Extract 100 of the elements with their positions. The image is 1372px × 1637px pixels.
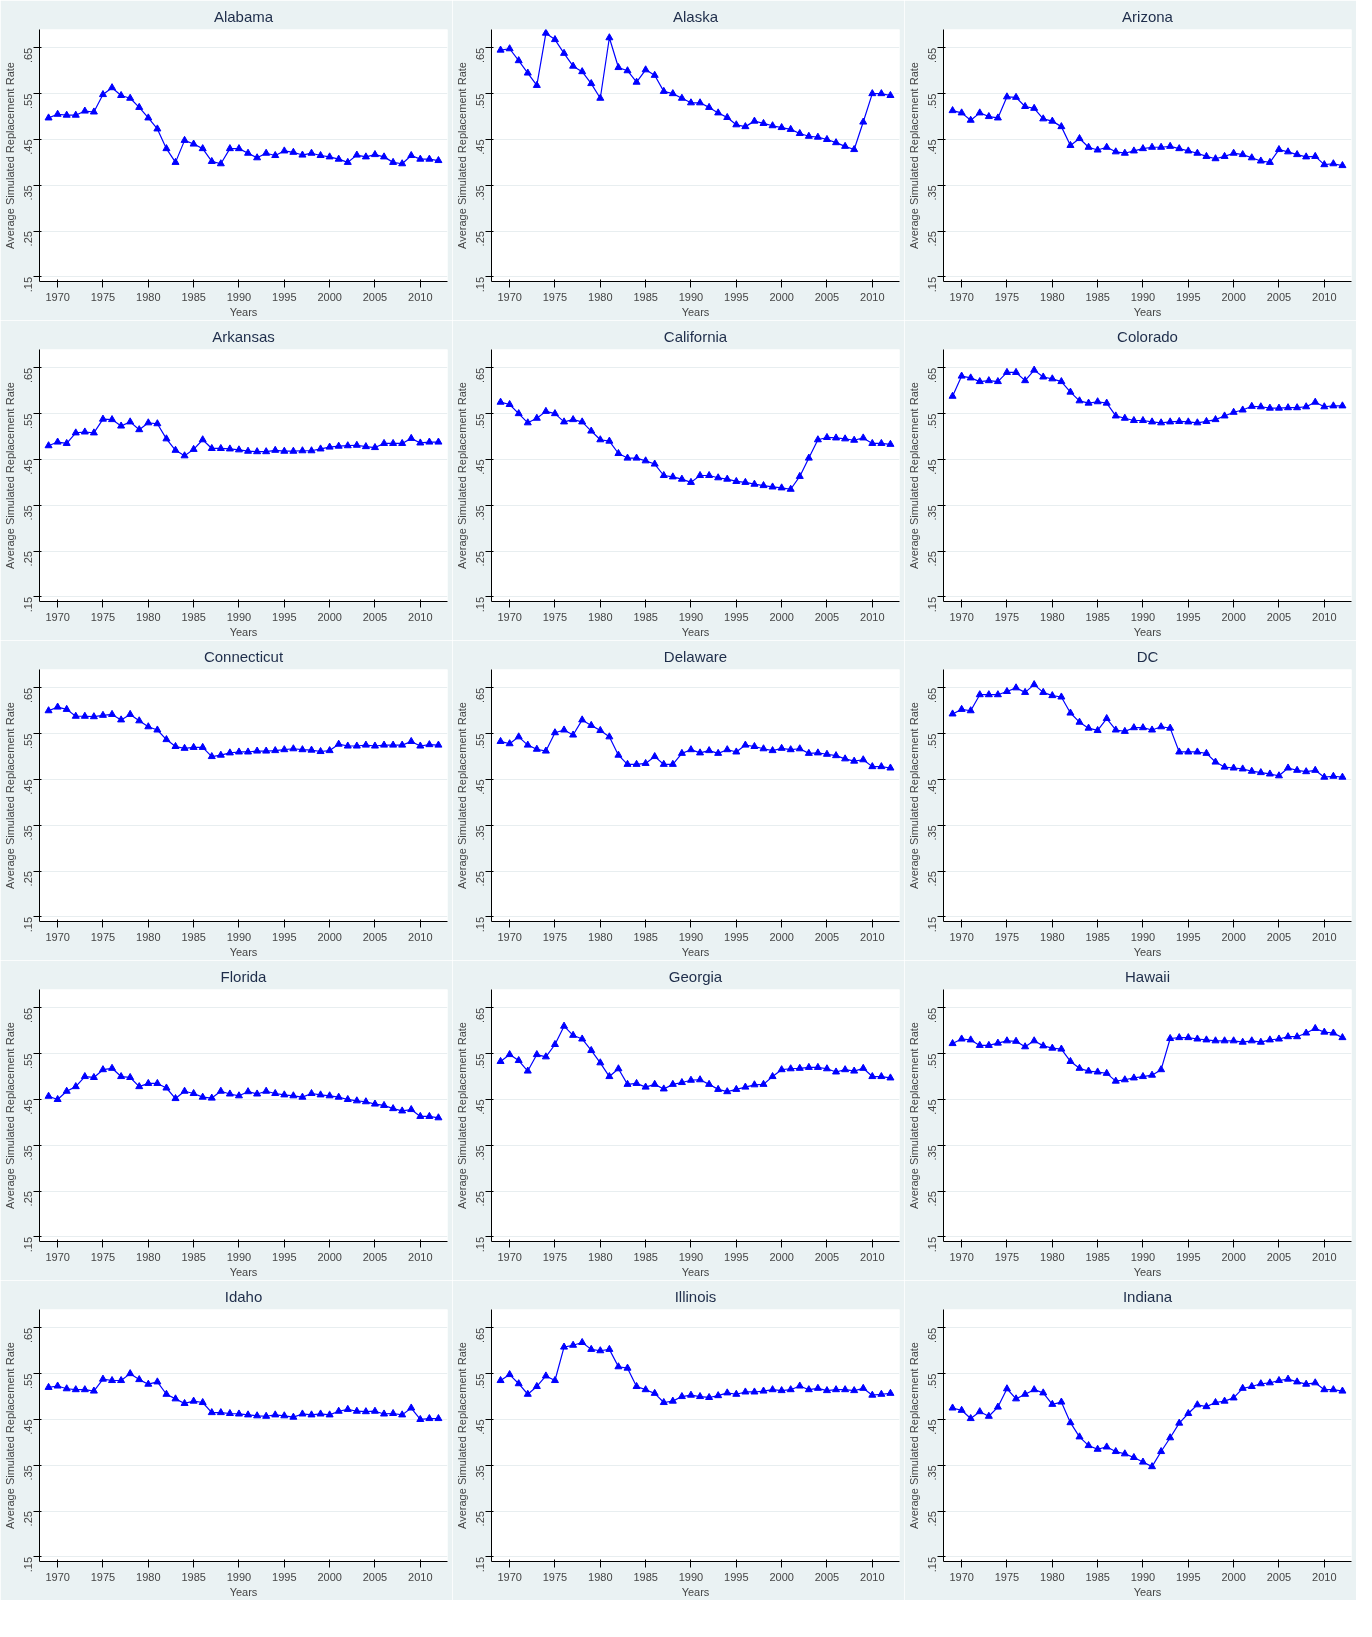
x-tick-label: 1980 bbox=[588, 1570, 613, 1583]
y-tick-label: .45 bbox=[926, 1099, 939, 1115]
x-tick-label: 1980 bbox=[1040, 610, 1065, 623]
y-tick-label: .45 bbox=[22, 779, 35, 795]
x-axis-title: Years bbox=[1133, 945, 1162, 958]
x-tick-label: 1975 bbox=[542, 290, 568, 303]
y-tick-label: .65 bbox=[926, 47, 939, 64]
x-tick-label: 1990 bbox=[226, 610, 252, 623]
x-tick-label: 2010 bbox=[1312, 930, 1337, 943]
x-axis-title: Years bbox=[1133, 625, 1162, 638]
y-axis-title: Average Simulated Replacement Rate bbox=[907, 1022, 920, 1209]
x-tick-label: 1975 bbox=[542, 610, 568, 623]
x-tick-label: 2000 bbox=[1221, 610, 1246, 623]
x-tick-label: 2000 bbox=[317, 1570, 342, 1583]
y-tick-label: .65 bbox=[474, 687, 487, 704]
y-tick-label: .15 bbox=[926, 276, 939, 293]
y-tick-label: .25 bbox=[22, 871, 35, 887]
x-tick-label: 1985 bbox=[1085, 610, 1110, 623]
x-tick-label: 1970 bbox=[949, 1250, 974, 1263]
y-axis-title: Average Simulated Replacement Rate bbox=[3, 62, 16, 249]
x-tick-label: 1985 bbox=[181, 610, 206, 623]
y-tick-label: .15 bbox=[22, 916, 35, 933]
x-tick-label: 1995 bbox=[1176, 1570, 1201, 1583]
x-tick-label: 2000 bbox=[769, 1250, 794, 1263]
y-tick-label: .15 bbox=[474, 276, 487, 293]
y-tick-label: .35 bbox=[474, 1145, 487, 1161]
y-tick-label: .55 bbox=[22, 1053, 35, 1069]
y-tick-label: .25 bbox=[22, 551, 35, 567]
x-tick-label: 1990 bbox=[1130, 1250, 1156, 1263]
x-tick-label: 2010 bbox=[1312, 1250, 1337, 1263]
y-tick-label: .45 bbox=[474, 1419, 487, 1435]
y-tick-label: .65 bbox=[926, 687, 939, 704]
y-tick-label: .55 bbox=[22, 733, 35, 749]
y-tick-label: .45 bbox=[22, 1099, 35, 1115]
y-tick-label: .25 bbox=[926, 871, 939, 887]
y-tick-label: .55 bbox=[926, 1373, 939, 1389]
x-tick-label: 1975 bbox=[994, 290, 1020, 303]
x-tick-label: 2000 bbox=[1221, 1250, 1246, 1263]
x-tick-label: 1990 bbox=[678, 610, 704, 623]
x-axis-title: Years bbox=[1133, 1265, 1162, 1278]
chart-title: Alabama bbox=[213, 7, 274, 25]
x-tick-label: 2000 bbox=[1221, 1570, 1246, 1583]
x-tick-label: 1975 bbox=[994, 610, 1020, 623]
x-tick-label: 1970 bbox=[497, 1570, 522, 1583]
y-tick-label: .35 bbox=[926, 825, 939, 841]
y-axis-title: Average Simulated Replacement Rate bbox=[3, 1022, 16, 1209]
x-tick-label: 1995 bbox=[724, 610, 749, 623]
y-tick-label: .25 bbox=[22, 1511, 35, 1527]
x-axis-title: Years bbox=[681, 305, 710, 318]
x-tick-label: 2010 bbox=[408, 290, 433, 303]
y-tick-label: .35 bbox=[22, 825, 35, 841]
x-tick-label: 1980 bbox=[136, 930, 161, 943]
x-tick-label: 2005 bbox=[814, 930, 840, 943]
chart-title: Delaware bbox=[663, 647, 728, 665]
y-axis-title: Average Simulated Replacement Rate bbox=[3, 382, 16, 569]
chart-title: Idaho bbox=[224, 1287, 263, 1305]
y-tick-label: .65 bbox=[22, 1007, 35, 1024]
x-tick-label: 2005 bbox=[814, 290, 840, 303]
x-axis-title: Years bbox=[229, 305, 258, 318]
x-tick-label: 1975 bbox=[542, 930, 568, 943]
x-axis-title: Years bbox=[229, 945, 258, 958]
y-tick-label: .25 bbox=[474, 871, 487, 887]
x-tick-label: 2010 bbox=[860, 1250, 885, 1263]
x-tick-label: 1975 bbox=[542, 1570, 568, 1583]
x-tick-label: 1980 bbox=[588, 1250, 613, 1263]
x-tick-label: 1970 bbox=[45, 290, 70, 303]
y-tick-label: .15 bbox=[474, 596, 487, 613]
x-tick-label: 2005 bbox=[1266, 610, 1292, 623]
x-tick-label: 1980 bbox=[1040, 1250, 1065, 1263]
x-tick-label: 1985 bbox=[1085, 930, 1110, 943]
x-tick-label: 2000 bbox=[769, 1570, 794, 1583]
x-tick-label: 1970 bbox=[949, 610, 974, 623]
y-tick-label: .45 bbox=[926, 459, 939, 475]
x-tick-label: 1975 bbox=[90, 930, 116, 943]
y-tick-label: .35 bbox=[474, 1465, 487, 1481]
x-tick-label: 2000 bbox=[317, 1250, 342, 1263]
y-tick-label: .15 bbox=[22, 276, 35, 293]
x-tick-label: 2005 bbox=[362, 1250, 388, 1263]
x-tick-label: 1975 bbox=[994, 1250, 1020, 1263]
x-tick-label: 1985 bbox=[181, 1570, 206, 1583]
chart-title: Alaska bbox=[672, 7, 719, 25]
y-tick-label: .15 bbox=[926, 916, 939, 933]
x-tick-label: 1975 bbox=[90, 1570, 116, 1583]
y-axis-title: Average Simulated Replacement Rate bbox=[3, 1342, 16, 1529]
x-tick-label: 1970 bbox=[45, 930, 70, 943]
x-tick-label: 2000 bbox=[1221, 930, 1246, 943]
x-tick-label: 1980 bbox=[1040, 930, 1065, 943]
x-tick-label: 2000 bbox=[1221, 290, 1246, 303]
x-tick-label: 1990 bbox=[1130, 1570, 1156, 1583]
y-tick-label: .25 bbox=[926, 1511, 939, 1527]
x-tick-label: 1990 bbox=[678, 930, 704, 943]
chart-title: Colorado bbox=[1117, 327, 1178, 345]
x-tick-label: 1980 bbox=[1040, 290, 1065, 303]
x-tick-label: 1985 bbox=[1085, 1570, 1110, 1583]
x-tick-label: 1995 bbox=[1176, 930, 1201, 943]
y-tick-label: .65 bbox=[926, 367, 939, 384]
chart-title: Illinois bbox=[674, 1287, 717, 1305]
y-tick-label: .25 bbox=[474, 231, 487, 247]
x-tick-label: 2005 bbox=[362, 1570, 388, 1583]
x-tick-label: 1990 bbox=[678, 1250, 704, 1263]
